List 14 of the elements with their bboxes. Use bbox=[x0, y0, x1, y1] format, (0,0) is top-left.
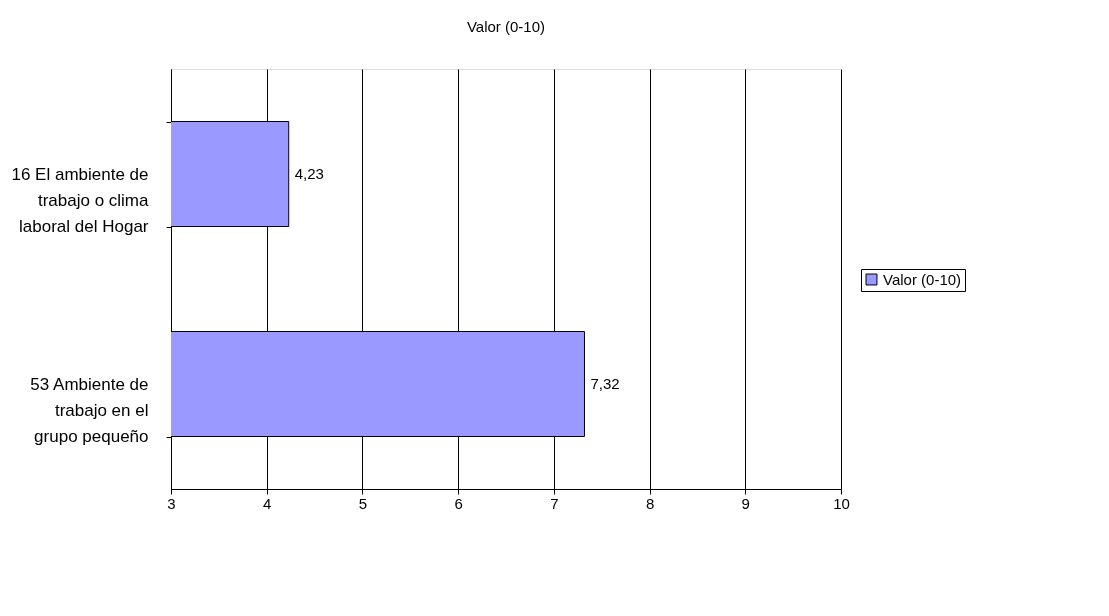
x-tick-label: 10 bbox=[833, 494, 850, 512]
chart-title: Valor (0-10) bbox=[466, 18, 546, 35]
x-tick-label: 6 bbox=[454, 494, 463, 512]
data-label: 4,23 bbox=[294, 165, 324, 182]
y-tick-label: 16 El ambiente de trabajo o clima laboral del Hogar bbox=[11, 164, 150, 236]
x-tick-label: 4 bbox=[263, 494, 272, 512]
x-tick-label: 5 bbox=[358, 494, 368, 512]
x-tick-label: 9 bbox=[741, 494, 750, 512]
legend-label: Valor (0-10) bbox=[883, 270, 962, 288]
data-label: 7,32 bbox=[590, 375, 620, 392]
y-tick-label: 53 Ambiente de trabajo en el grupo pequeño bbox=[30, 374, 149, 446]
x-tick-label: 3 bbox=[167, 494, 176, 512]
x-tick-label: 8 bbox=[645, 494, 655, 512]
x-tick-label: 7 bbox=[550, 494, 559, 512]
